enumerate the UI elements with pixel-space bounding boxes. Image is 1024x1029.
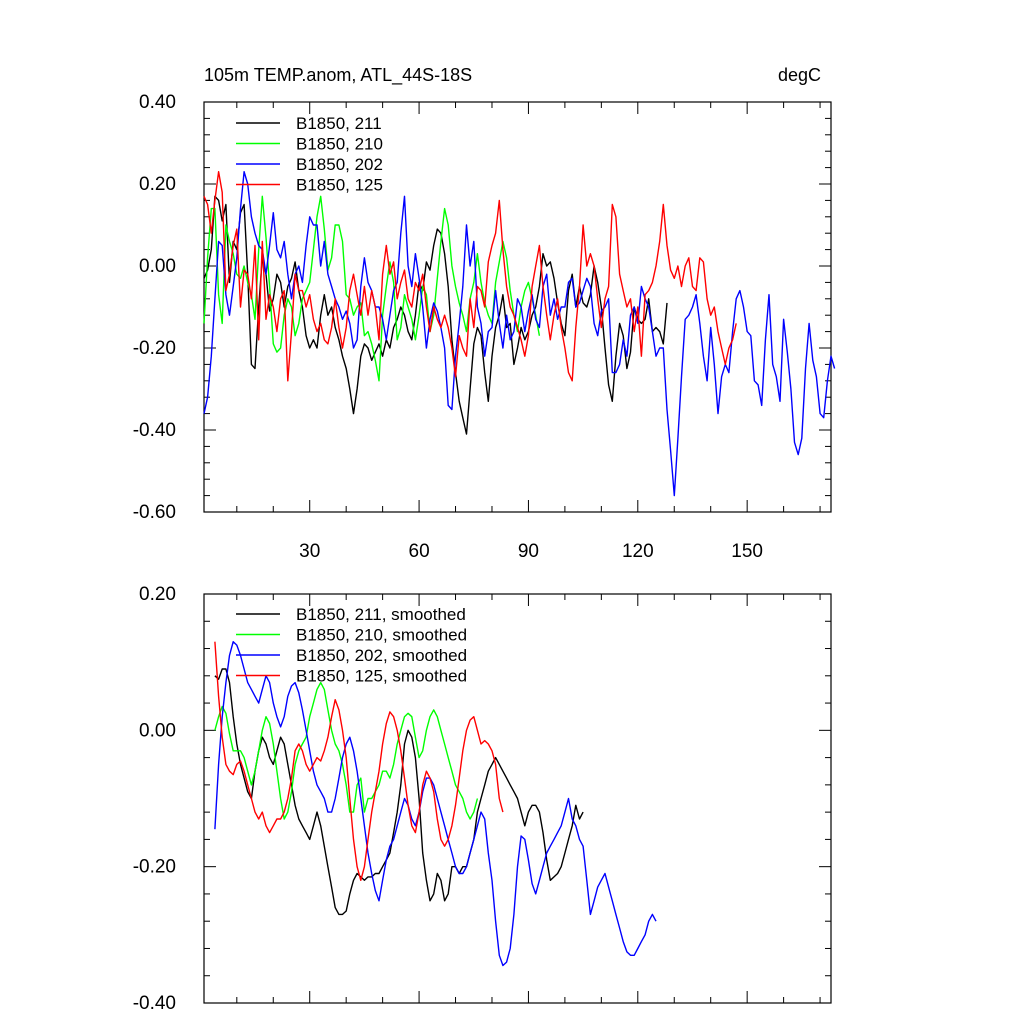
panel1-units: degC [778, 65, 821, 85]
panel1-legend-label-4: B1850, 125 [296, 176, 383, 195]
panel1-legend-label-1: B1850, 211 [296, 114, 382, 133]
panel2-series-line-4 [214, 641, 504, 881]
panel2-ytick-label: -0.20 [133, 857, 176, 878]
panel2-series-line-3 [214, 641, 657, 967]
panel1-xtick-label: 90 [518, 541, 539, 562]
panel1-legend-label-3: B1850, 202 [296, 155, 383, 174]
panel1-legend-label-2: B1850, 210 [296, 135, 383, 154]
panel1-ytick-label: -0.20 [133, 338, 176, 359]
panel2-legend-label-1: B1850, 211, smoothed [296, 605, 466, 624]
panel1-plot-frame [203, 101, 832, 513]
panel1-ytick-label: 0.00 [139, 256, 176, 277]
panel2-legend-label-4: B1850, 125, smoothed [296, 667, 467, 686]
panel2-ytick-label: -0.40 [133, 993, 176, 1014]
panel2-ytick-label: 0.20 [139, 584, 176, 605]
panel2-plot-frame [203, 593, 832, 1004]
panel1-xtick-label: 60 [409, 541, 430, 562]
panel2-series-line-2 [214, 681, 479, 820]
panel1-ytick-label: 0.20 [139, 174, 176, 195]
panel1-series-line-4 [203, 170, 737, 382]
panel1-ytick-label: -0.60 [133, 502, 176, 523]
panel1-series-line-3 [203, 170, 836, 497]
panel1-ytick-label: 0.40 [139, 92, 176, 113]
panel1-series-line-1 [203, 195, 668, 435]
panel2-series-line-1 [214, 668, 584, 916]
panel2-legend-label-2: B1850, 210, smoothed [296, 626, 467, 645]
panel2-ytick-label: 0.00 [139, 720, 176, 741]
panel1-xtick-label: 150 [731, 541, 763, 562]
panel1-series-line-2 [203, 195, 541, 382]
panel1-xtick-label: 30 [299, 541, 320, 562]
panel1-ytick-label: -0.40 [133, 420, 176, 441]
panel1-title: 105m TEMP.anom, ATL_44S-18S [204, 65, 472, 86]
panel2-legend-label-3: B1850, 202, smoothed [296, 646, 467, 665]
panel1-xtick-label: 120 [622, 541, 654, 562]
